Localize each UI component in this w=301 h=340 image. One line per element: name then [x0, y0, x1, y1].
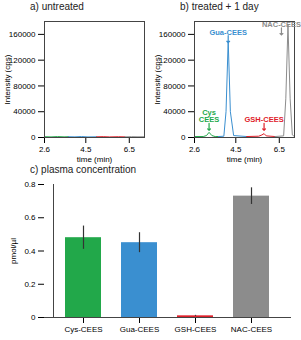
svg-text:120000: 120000: [159, 56, 186, 65]
svg-text:0.4: 0.4: [24, 247, 36, 256]
svg-text:GSH-CEES: GSH-CEES: [244, 115, 283, 124]
svg-text:2.6: 2.6: [189, 145, 201, 154]
svg-text:4.5: 4.5: [80, 145, 92, 154]
svg-text:time (min): time (min): [227, 155, 263, 164]
svg-text:4.5: 4.5: [230, 145, 242, 154]
svg-text:0: 0: [31, 133, 36, 142]
svg-text:80000: 80000: [163, 82, 186, 91]
svg-text:NAC-CEES: NAC-CEES: [231, 325, 272, 334]
svg-text:GSH-CEES: GSH-CEES: [175, 325, 217, 334]
html-text:c) plasma concentration: c) plasma concentration: [30, 164, 137, 175]
svg-text:6.5: 6.5: [124, 145, 136, 154]
svg-text:2.6: 2.6: [39, 145, 51, 154]
svg-text:0.6: 0.6: [24, 213, 36, 222]
html-text:b) treated + 1 day: b) treated + 1 day: [180, 1, 259, 12]
svg-text:40000: 40000: [163, 107, 186, 116]
svg-text:Intensity (cps): Intensity (cps): [3, 54, 12, 104]
svg-text:80000: 80000: [13, 82, 36, 91]
svg-text:0: 0: [181, 133, 186, 142]
svg-text:40000: 40000: [13, 107, 36, 116]
html-text:a) untreated: a) untreated: [30, 1, 84, 12]
svg-text:6.5: 6.5: [274, 145, 286, 154]
svg-text:Gua-CEES: Gua-CEES: [209, 28, 247, 37]
svg-text:CysCEES: CysCEES: [199, 108, 219, 125]
svg-text:0.2: 0.2: [24, 280, 36, 289]
svg-text:Cys-CEES: Cys-CEES: [64, 325, 102, 334]
svg-text:time (min): time (min): [77, 155, 113, 164]
svg-text:160000: 160000: [159, 30, 186, 39]
svg-text:0: 0: [31, 313, 36, 322]
svg-text:160000: 160000: [9, 30, 36, 39]
svg-text:pmol/µl: pmol/µl: [9, 238, 18, 264]
svg-text:120000: 120000: [9, 56, 36, 65]
svg-text:NAC-CEES: NAC-CEES: [262, 20, 301, 29]
svg-text:Intensity (cps): Intensity (cps): [153, 54, 162, 104]
svg-text:0.8: 0.8: [24, 180, 36, 189]
svg-text:Gua-CEES: Gua-CEES: [120, 325, 160, 334]
